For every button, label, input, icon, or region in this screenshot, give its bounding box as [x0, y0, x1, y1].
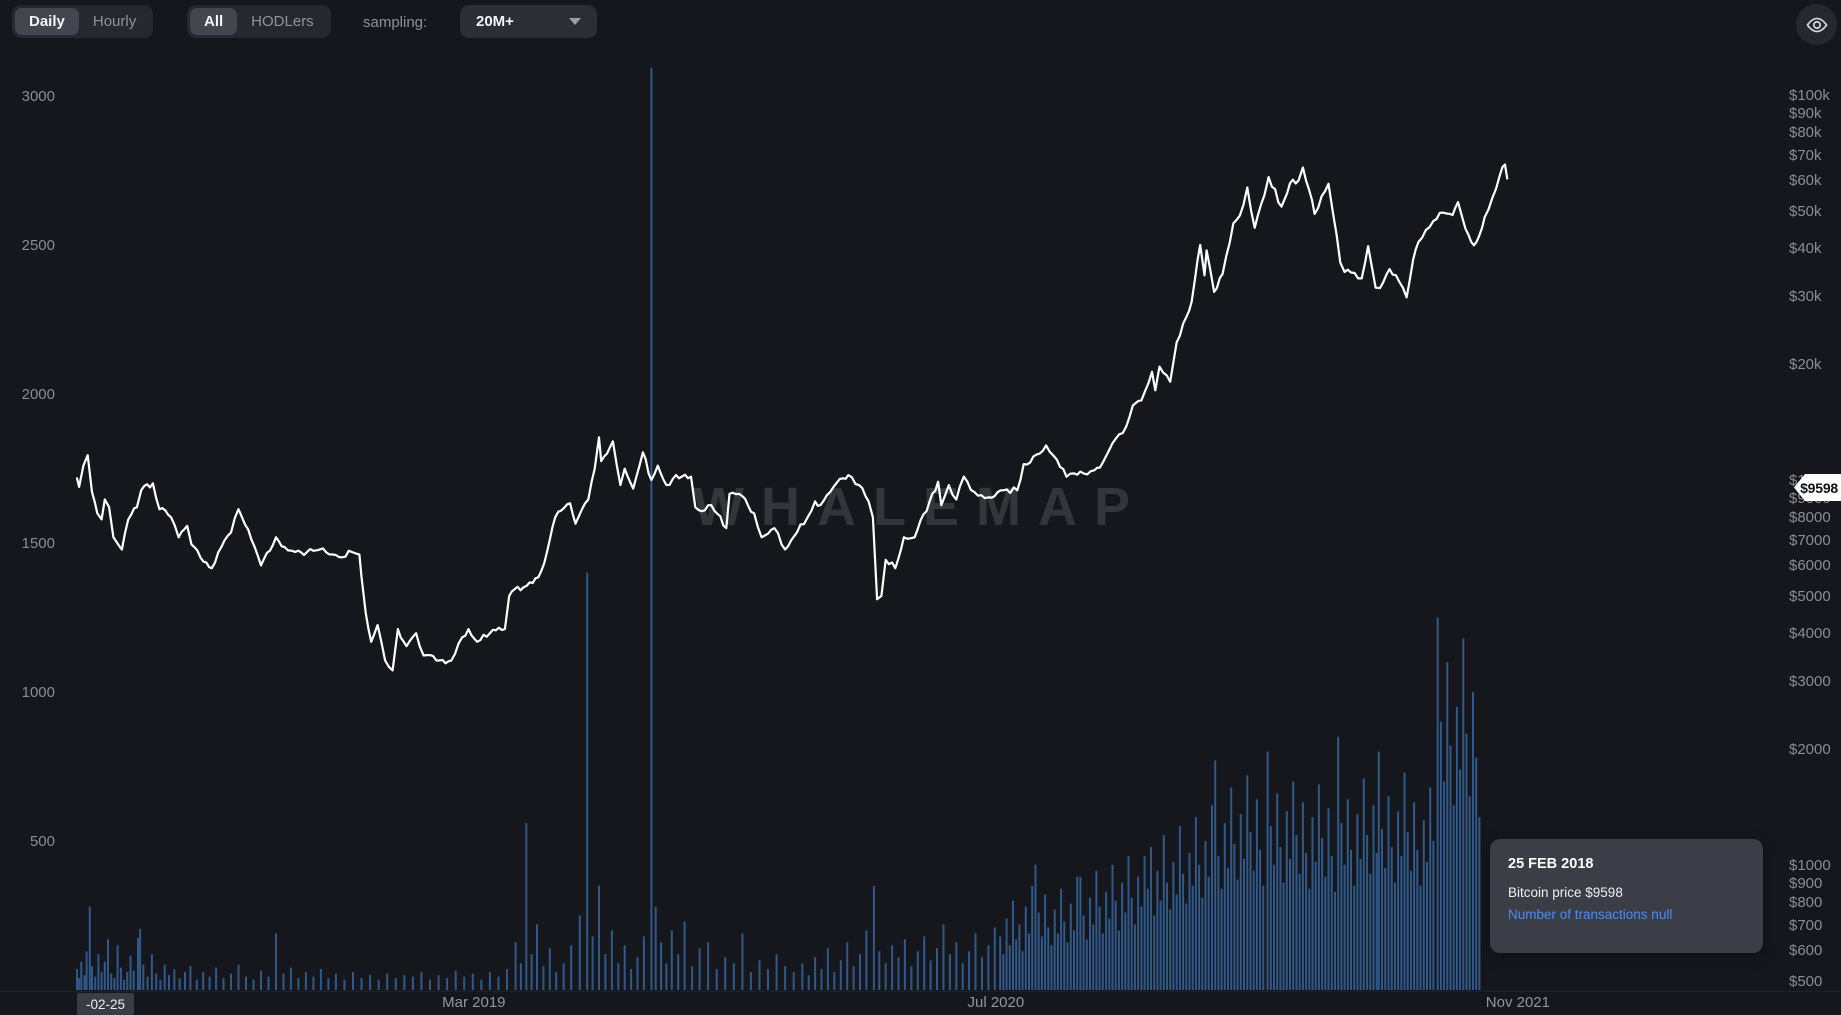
- y-axis-left-tick-label: 1500: [21, 535, 55, 552]
- price-line-series: [75, 163, 1509, 672]
- transactions-bars-series: [76, 67, 1481, 990]
- x-axis-tick-label: Jul 2020: [967, 994, 1025, 1011]
- timeframe-toggle-group: Daily Hourly: [12, 5, 154, 38]
- y-axis-right-tick-label: $600: [1789, 942, 1823, 960]
- toolbar: Daily Hourly All HODLers sampling: 20M+: [0, 0, 1841, 46]
- sampling-dropdown-value: 20M+: [476, 13, 514, 30]
- y-axis-right-tick-label: $4000: [1789, 625, 1831, 643]
- whalemap-watermark: WHALEMAP: [693, 477, 1147, 537]
- visibility-toggle-button[interactable]: [1796, 4, 1837, 45]
- y-axis-right-tick-label: $100k: [1789, 87, 1830, 104]
- y-axis-right-tick-label: $60k: [1789, 172, 1822, 190]
- y-axis-right-tick-label: $20k: [1789, 356, 1822, 374]
- cohort-toggle-group: All HODLers: [187, 5, 331, 38]
- y-axis-left-tick-label: 1000: [21, 684, 55, 701]
- tooltip-price: Bitcoin price $9598: [1508, 885, 1623, 900]
- y-axis-right-tick-label: $3000: [1789, 673, 1831, 691]
- crosshair-price-tag: $9598: [1794, 474, 1841, 501]
- eye-icon: [1805, 13, 1829, 37]
- y-axis-right-tick-label: $7000: [1789, 531, 1831, 549]
- tooltip-date: 25 FEB 2018: [1508, 856, 1594, 872]
- y-axis-right-tick-label: $80k: [1789, 124, 1822, 142]
- y-axis-right-tick-label: $40k: [1789, 240, 1822, 258]
- y-axis-right-tick-label: $6000: [1789, 557, 1831, 575]
- y-axis-right-tick-label: $50k: [1789, 202, 1822, 220]
- y-axis-right-tick-label: $90k: [1789, 104, 1822, 122]
- sampling-label: sampling:: [363, 13, 428, 31]
- chevron-down-icon: [569, 18, 581, 25]
- x-axis-separator: [0, 991, 1841, 992]
- timeframe-daily-button[interactable]: Daily: [15, 8, 79, 35]
- cohort-all-button[interactable]: All: [190, 8, 238, 35]
- y-axis-right-tick-label: $1000: [1789, 857, 1831, 874]
- tooltip-transactions: Number of transactions null: [1508, 907, 1673, 922]
- y-axis-right-tick-label: $30k: [1789, 288, 1822, 306]
- y-axis-right-tick-label: $500: [1789, 972, 1823, 990]
- y-axis-right-tick-label: $800: [1789, 894, 1823, 912]
- x-axis-tick-label: Mar 2019: [442, 994, 506, 1011]
- y-axis-right-tick-label: $900: [1789, 874, 1823, 892]
- y-axis-right-tick-label: $8000: [1789, 509, 1831, 527]
- y-axis-right-tick-label: $70k: [1789, 146, 1822, 164]
- y-axis-left-tick-label: 2500: [21, 237, 55, 254]
- tooltip: 25 FEB 2018 Bitcoin price $9598 Number o…: [1490, 839, 1763, 953]
- y-axis-left-tick-label: 3000: [21, 88, 55, 105]
- y-axis-right-tick-label: $2000: [1789, 741, 1831, 759]
- y-axis-left-tick-label: 500: [29, 833, 55, 850]
- sampling-dropdown[interactable]: 20M+: [460, 5, 597, 38]
- y-axis-right-tick-label: $5000: [1789, 587, 1831, 605]
- y-axis-right-tick-label: $700: [1789, 916, 1823, 934]
- x-axis-tick-label: Nov 2021: [1485, 994, 1550, 1011]
- timeframe-hourly-button[interactable]: Hourly: [79, 8, 150, 35]
- cohort-hodlers-button[interactable]: HODLers: [237, 8, 328, 35]
- crosshair-date-label: -02-25: [77, 993, 135, 1015]
- y-axis-left-tick-label: 2000: [21, 386, 55, 403]
